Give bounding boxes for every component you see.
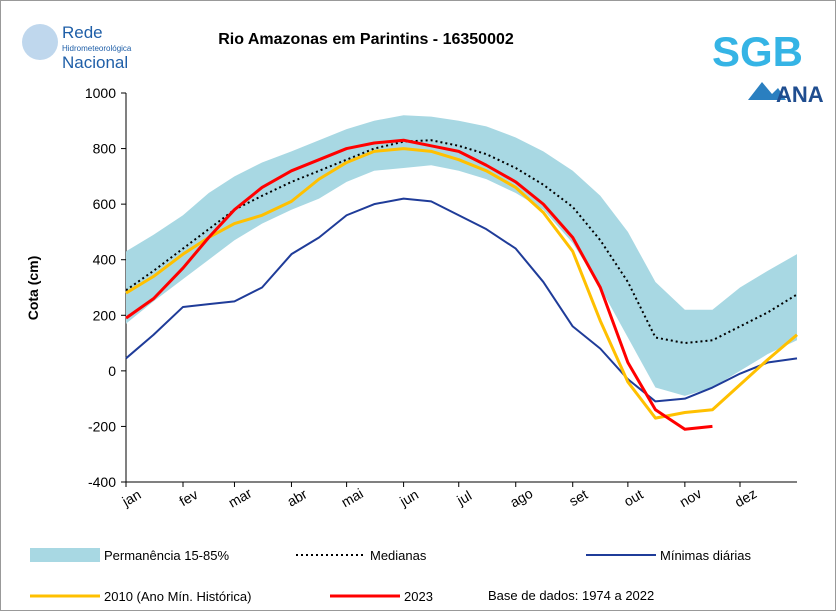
y-axis-label: Cota (cm) — [25, 256, 41, 321]
left-logo: Rede Hidrometeorológica Nacional — [22, 23, 132, 72]
logo-text: Nacional — [62, 53, 128, 72]
y-tick-label: -200 — [88, 418, 116, 434]
logo-text: Rede — [62, 23, 103, 42]
chart-title: Rio Amazonas em Parintins - 16350002 — [218, 31, 514, 48]
y-tick-label: 0 — [108, 363, 116, 379]
logo-text: SGB — [712, 28, 803, 75]
logo-mark — [748, 82, 786, 100]
series-line — [125, 147, 798, 420]
right-logo: SGB ANA — [712, 28, 824, 107]
legend-label: 2023 — [404, 589, 433, 604]
y-tick-label: 600 — [93, 196, 117, 212]
series-line — [125, 138, 713, 431]
legend-label: 2010 (Ano Mín. Histórica) — [104, 589, 251, 604]
legend-label: Mínimas diárias — [660, 548, 752, 563]
y-tick-label: 1000 — [85, 85, 116, 101]
y-tick-label: 200 — [93, 307, 117, 323]
legend-label: Permanência 15-85% — [104, 548, 229, 563]
legend-label: Medianas — [370, 548, 427, 563]
y-tick-label: 800 — [93, 141, 117, 157]
logo-text: Hidrometeorológica — [62, 44, 132, 53]
y-tick-label: 400 — [93, 252, 117, 268]
series-line — [125, 197, 798, 403]
y-tick-label: -400 — [88, 474, 116, 490]
band-area — [126, 115, 797, 396]
legend-swatch — [30, 548, 100, 562]
x-tick-label: jul — [453, 487, 474, 508]
annotation: Base de dados: 1974 a 2022 — [488, 588, 654, 603]
logo-globe — [22, 24, 58, 60]
logo-text: ANA — [776, 82, 824, 107]
